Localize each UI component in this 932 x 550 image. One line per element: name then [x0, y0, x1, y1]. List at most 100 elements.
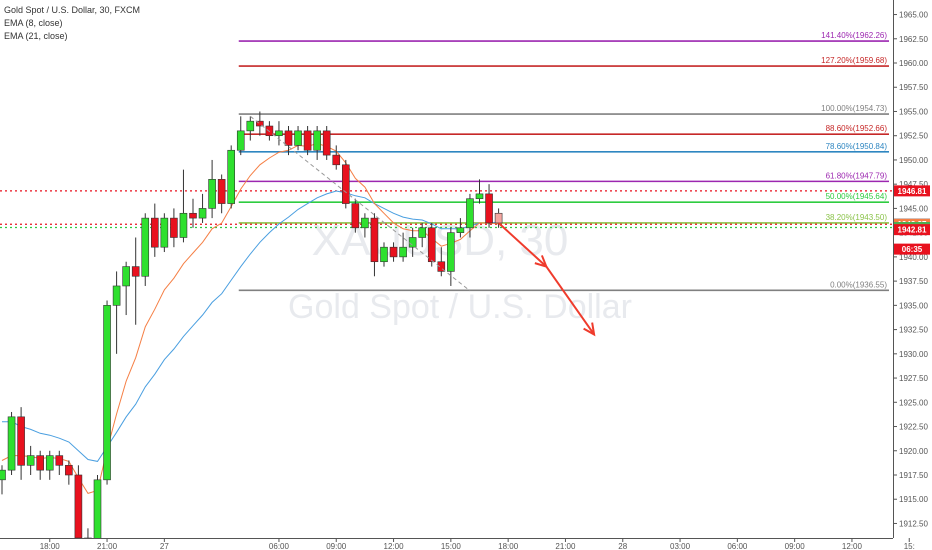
drawings[interactable] [249, 115, 596, 337]
time-tick-label: 06:00 [727, 542, 748, 550]
price-tick-label: 1912.50 [899, 519, 928, 528]
candle-body [447, 232, 455, 272]
price-tick-label: 1947.50 [899, 180, 928, 189]
candle-body [170, 217, 178, 238]
candle [170, 208, 178, 248]
candle [399, 232, 407, 262]
candle [55, 450, 64, 475]
candle-body [389, 246, 398, 258]
candle-body [322, 130, 331, 156]
candle-body [122, 266, 130, 287]
price-tick-label: 1932.50 [899, 326, 928, 335]
candle-body [485, 193, 493, 224]
candle [112, 271, 121, 354]
candle-body [494, 212, 503, 224]
candle-body [36, 455, 45, 471]
price-tick-label: 1945.00 [899, 204, 928, 213]
candle [198, 193, 207, 223]
price-badge-label: 06:35 [902, 245, 923, 254]
price-tick-label: 1920.00 [899, 447, 928, 456]
projection-arrow-segment [497, 222, 548, 268]
candle-body [284, 130, 293, 146]
candle [332, 145, 341, 170]
trend-dashed-line [249, 115, 471, 292]
candle-body [380, 246, 388, 263]
price-badge-label: 1942.81 [898, 226, 927, 235]
candle [7, 411, 16, 475]
ema21-line [2, 190, 499, 462]
candle-body [151, 217, 159, 248]
price-tick-label: 1935.00 [899, 301, 928, 310]
price-tick-label: 1960.00 [899, 59, 928, 68]
candle-body [74, 474, 83, 539]
time-tick-label: 12:00 [842, 542, 863, 550]
candle [208, 159, 216, 219]
legend-ema8: EMA (8, close) [4, 18, 63, 28]
candle-body [103, 305, 111, 481]
fib-level-label: 38.20%(1943.50) [826, 213, 888, 222]
price-lines [0, 190, 893, 229]
fib-level-label: 88.60%(1952.66) [826, 124, 888, 133]
price-tick-label: 1937.50 [899, 277, 928, 286]
time-tick-label: 18:00 [498, 542, 519, 550]
projection-arrow-segment [545, 266, 595, 336]
price-tick-label: 1930.00 [899, 350, 928, 359]
price-tick-label: 1962.50 [899, 35, 928, 44]
candle-body [179, 212, 188, 238]
candle-body [475, 193, 484, 200]
time-tick-label: 03:00 [670, 542, 691, 550]
time-tick-label: 18:00 [40, 542, 61, 550]
candle [141, 213, 150, 286]
candle [389, 242, 398, 262]
ema8-line [1, 142, 499, 494]
candle-body [0, 469, 6, 481]
candle [370, 213, 379, 277]
candle [303, 126, 312, 156]
price-tick-label: 1917.50 [899, 471, 928, 480]
candle [217, 174, 226, 214]
time-tick-label: 06:00 [269, 542, 290, 550]
fib-level-label: 100.00%(1954.73) [821, 104, 887, 113]
candle [65, 460, 73, 485]
time-axis[interactable]: 18:00 21:00 27 06:00 09:00 12:00 15:00 18:00 21:… [0, 538, 932, 550]
price-tick-label: 1950.00 [899, 156, 928, 165]
candle [256, 111, 264, 136]
chart-legend: Gold Spot / U.S. Dollar, 30, FXCM EMA (8… [4, 4, 140, 43]
candle-body [456, 227, 465, 233]
candle [408, 227, 417, 257]
candle [456, 218, 465, 238]
candle-body [313, 130, 321, 151]
ema-lines [1, 142, 499, 494]
candle-body [217, 179, 226, 204]
price-badge [894, 185, 930, 197]
candle [189, 198, 197, 228]
price-tick-label: 1922.50 [899, 423, 928, 432]
candle [131, 237, 140, 325]
price-tick-label: 1952.50 [899, 132, 928, 141]
time-tick-label: 09:00 [785, 542, 806, 550]
price-axis[interactable]: 1965.00 1962.50 1960.00 1957.50 1955.00 1952.… [893, 0, 932, 550]
fib-level-label: 61.80%(1947.79) [826, 171, 888, 180]
candle-body [275, 130, 283, 137]
candle-body [65, 464, 73, 476]
candle [427, 222, 436, 267]
candle [0, 465, 6, 495]
candle [236, 116, 245, 156]
candle-body [294, 130, 302, 146]
fib-level-label: 0.00%(1936.55) [830, 280, 887, 289]
candle [418, 222, 427, 248]
candle [179, 169, 188, 243]
time-tick-label: 28 [618, 542, 627, 550]
candle [380, 242, 388, 267]
candle-body [198, 208, 207, 219]
candle [227, 145, 235, 209]
candle-body [256, 120, 264, 127]
candle-body [351, 203, 360, 229]
fib-level-label: 127.20%(1959.68) [821, 56, 887, 65]
candle-body [466, 198, 474, 229]
price-axis-bg [893, 0, 932, 550]
price-badge [894, 224, 930, 236]
candle-body [55, 455, 64, 466]
legend-ema21: EMA (21, close) [4, 31, 68, 41]
